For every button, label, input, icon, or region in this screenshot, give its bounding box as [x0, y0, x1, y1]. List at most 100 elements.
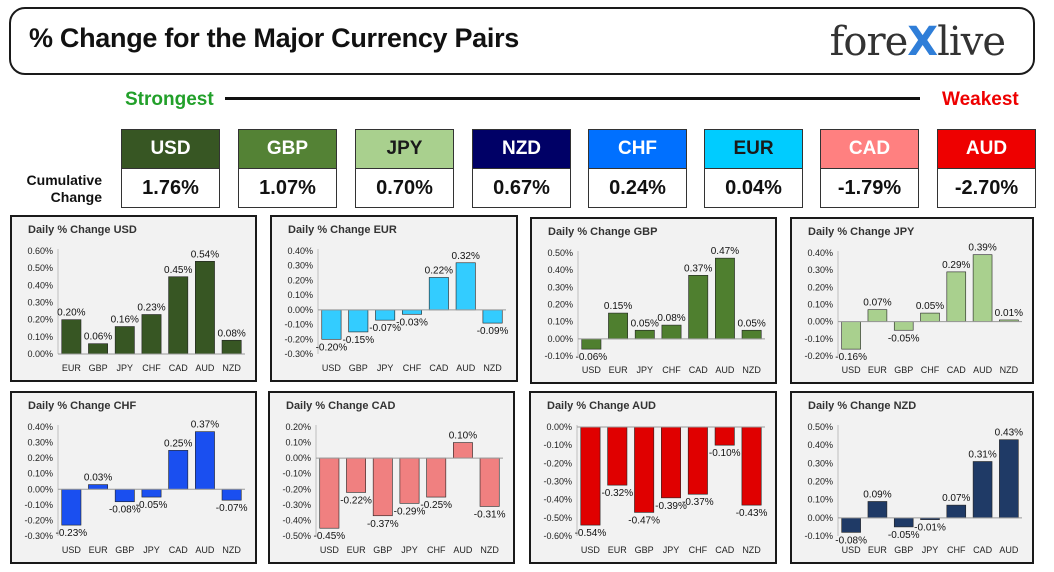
- currency-name: CAD: [821, 130, 918, 169]
- x-tick-label: NZD: [1000, 365, 1019, 375]
- x-tick-label: CHF: [947, 545, 966, 555]
- currency-name: NZD: [473, 130, 570, 169]
- y-tick-label: 0.20%: [807, 282, 833, 292]
- bar-gbp: [634, 426, 655, 513]
- data-label: -0.09%: [477, 326, 509, 337]
- y-tick-label: 0.50%: [547, 248, 573, 258]
- data-label: 0.22%: [425, 265, 453, 276]
- y-tick-label: 0.10%: [27, 469, 53, 479]
- y-tick-label: 0.40%: [27, 280, 53, 290]
- x-tick-label: GBP: [89, 363, 108, 373]
- x-tick-label: CAD: [429, 363, 449, 373]
- data-label: -0.32%: [601, 488, 633, 499]
- chart-panel-4: Daily % Change JPY -0.20% -0.10% 0.00% 0.10%…: [790, 217, 1034, 384]
- bar-nzd: [479, 457, 500, 507]
- data-label: -0.06%: [576, 352, 608, 363]
- bar-gbp: [114, 488, 135, 503]
- currency-name: AUD: [938, 130, 1035, 169]
- data-label: 0.05%: [737, 318, 765, 329]
- y-tick-label: 0.00%: [285, 453, 311, 463]
- data-label: -0.03%: [396, 317, 428, 328]
- bar-eur: [867, 501, 888, 519]
- data-label: 0.03%: [84, 473, 112, 484]
- data-label: -0.43%: [736, 508, 768, 519]
- data-label: 0.20%: [57, 308, 85, 319]
- bar-gbp: [372, 457, 393, 517]
- y-tick-label: 0.40%: [807, 440, 833, 450]
- forexlive-logo[interactable]: foreXlive: [830, 19, 1006, 65]
- bar-chart: Daily % Change GBP -0.10% 0.00% 0.10% 0.20% 0…: [544, 226, 765, 375]
- x-tick-label: JPY: [663, 545, 680, 555]
- y-tick-label: 0.20%: [285, 422, 311, 432]
- y-tick-label: 0.00%: [546, 422, 572, 432]
- x-tick-label: CAD: [169, 545, 189, 555]
- x-tick-label: AUD: [456, 363, 476, 373]
- y-tick-label: -0.10%: [543, 440, 572, 450]
- weakest-label: Weakest: [942, 89, 1019, 110]
- data-label: 0.16%: [111, 315, 139, 326]
- bar-cad: [428, 277, 449, 311]
- data-label: -0.37%: [682, 497, 714, 508]
- currency-box-usd: USD 1.76%: [121, 129, 220, 208]
- x-tick-label: USD: [62, 545, 82, 555]
- y-tick-label: 0.20%: [807, 477, 833, 487]
- data-label: -0.05%: [136, 500, 168, 511]
- chart-panel-2: Daily % Change EUR -0.30% -0.20% -0.10% 0.00…: [270, 215, 518, 382]
- y-tick-label: -0.40%: [282, 515, 311, 525]
- data-label: -0.20%: [316, 342, 348, 353]
- data-label: 0.32%: [452, 251, 480, 262]
- y-tick-label: 0.60%: [27, 246, 53, 256]
- chart-panel-6: Daily % Change CAD -0.50% -0.40% -0.30% -0.2…: [268, 391, 515, 564]
- x-tick-label: USD: [842, 545, 862, 555]
- x-tick-label: JPY: [143, 545, 160, 555]
- data-label: 0.54%: [191, 249, 219, 260]
- bar-gbp: [893, 321, 914, 331]
- x-tick-label: AUD: [453, 545, 473, 555]
- bar-chf: [661, 324, 682, 340]
- y-tick-label: -0.10%: [544, 351, 573, 361]
- currency-name: JPY: [356, 130, 453, 169]
- cumulative-change-value: 0.67%: [493, 177, 550, 199]
- data-label: -0.39%: [655, 501, 687, 512]
- cumulative-change-value: 0.24%: [609, 177, 666, 199]
- y-tick-label: 0.30%: [27, 438, 53, 448]
- currency-box-nzd: NZD 0.67%: [472, 129, 571, 208]
- cumulative-change-value: 1.07%: [259, 177, 316, 199]
- bar-gbp: [88, 343, 108, 355]
- x-tick-label: CHF: [921, 365, 940, 375]
- y-tick-label: 0.30%: [807, 265, 833, 275]
- data-label: -0.54%: [575, 528, 607, 539]
- x-tick-label: EUR: [89, 545, 109, 555]
- chart-title: Daily % Change NZD: [808, 400, 916, 412]
- bar-cad: [688, 275, 709, 340]
- x-tick-label: GBP: [894, 365, 913, 375]
- data-label: -0.25%: [420, 500, 452, 511]
- data-label: -0.10%: [709, 448, 741, 459]
- bar-chf: [687, 426, 708, 495]
- cumulative-label-line2: Change: [50, 189, 102, 205]
- y-tick-label: 0.50%: [807, 422, 833, 432]
- x-tick-label: CAD: [947, 365, 967, 375]
- y-tick-label: -0.10%: [804, 531, 833, 541]
- bar-chart: Daily % Change EUR-0.30%-0.20%-0.10%0.00…: [284, 224, 509, 373]
- bar-usd: [61, 488, 82, 526]
- bar-nzd: [221, 488, 242, 501]
- y-tick-label: 0.40%: [547, 265, 573, 275]
- bar-eur: [88, 484, 108, 490]
- y-tick-label: 0.10%: [807, 300, 833, 310]
- bar-cad: [972, 461, 993, 519]
- x-tick-label: EUR: [609, 365, 629, 375]
- data-label: -0.08%: [109, 505, 141, 516]
- x-tick-label: EUR: [347, 545, 367, 555]
- data-label: 0.07%: [863, 298, 891, 309]
- bar-aud: [195, 431, 215, 490]
- x-tick-label: CAD: [169, 363, 189, 373]
- x-tick-label: AUD: [195, 545, 215, 555]
- x-tick-label: USD: [322, 363, 342, 373]
- y-tick-label: 0.10%: [285, 438, 311, 448]
- logo-text-right: live: [937, 19, 1006, 65]
- x-tick-label: CAD: [689, 365, 709, 375]
- x-tick-label: EUR: [62, 363, 82, 373]
- data-label: -0.45%: [314, 531, 346, 542]
- y-tick-label: 0.30%: [287, 261, 313, 271]
